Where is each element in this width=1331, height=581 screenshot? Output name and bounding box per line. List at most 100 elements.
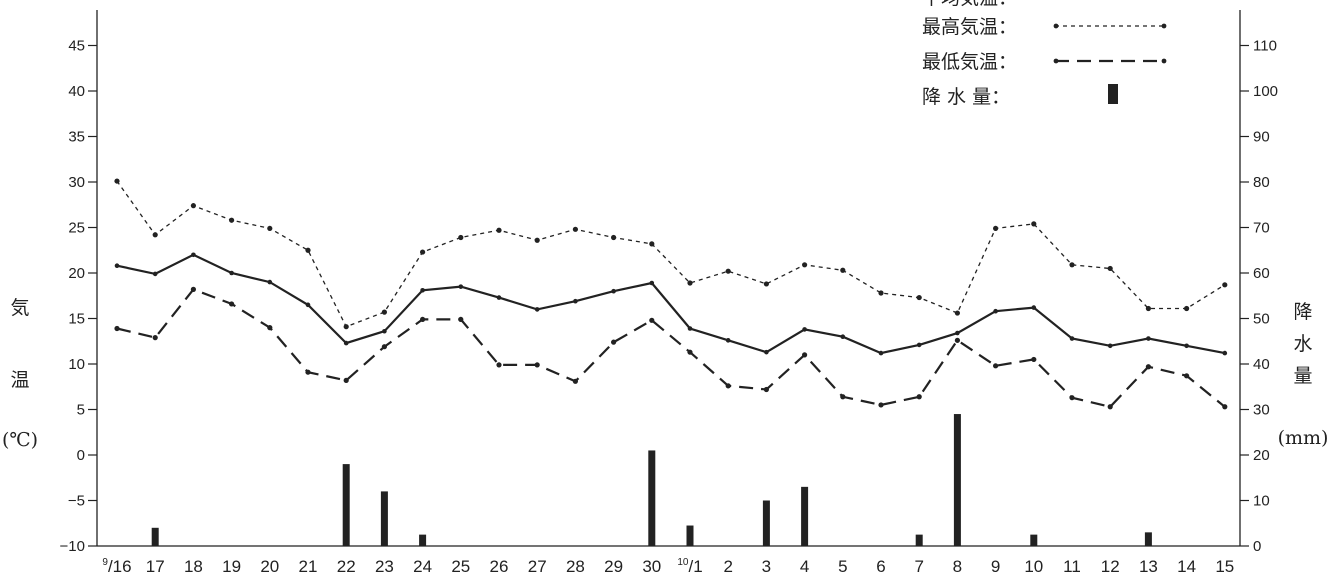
x-tick-label: 7 bbox=[914, 557, 923, 576]
data-point-dotted bbox=[381, 309, 387, 315]
x-tick-label: 3 bbox=[762, 557, 771, 576]
left-tick-label: 5 bbox=[77, 402, 85, 419]
data-point-dashed bbox=[878, 402, 884, 408]
right-tick-label: 20 bbox=[1253, 447, 1270, 464]
legend-label: 最高気温： bbox=[922, 16, 1017, 38]
data-point-dashed bbox=[420, 316, 426, 323]
left-tick-label: 45 bbox=[68, 38, 85, 55]
data-point-solid bbox=[191, 252, 196, 258]
right-axis-label-char: 水 bbox=[1293, 333, 1312, 355]
left-tick-label: 20 bbox=[68, 265, 85, 282]
precip-bar bbox=[151, 527, 159, 546]
data-point-solid bbox=[725, 338, 731, 343]
data-point-solid bbox=[496, 295, 502, 300]
data-point-dashed bbox=[840, 394, 846, 400]
data-point-dashed bbox=[229, 301, 235, 307]
precip-bar bbox=[762, 500, 770, 546]
x-tick-label: 10/1 bbox=[677, 557, 702, 576]
data-point-dashed bbox=[687, 349, 693, 355]
data-point-dashed bbox=[1031, 356, 1037, 363]
left-axis-label-char: 温 bbox=[10, 369, 29, 391]
data-point-solid bbox=[573, 298, 578, 304]
axis-labels: 気温 (℃) 降水量 (mm) bbox=[2, 297, 1328, 451]
data-point-solid bbox=[1107, 343, 1113, 349]
precip-bar bbox=[801, 486, 809, 546]
data-point-dotted bbox=[420, 249, 426, 255]
data-point-solid bbox=[458, 284, 464, 289]
x-tick-label: 26 bbox=[490, 557, 509, 576]
data-point-dashed bbox=[802, 352, 808, 358]
x-tick-label: 27 bbox=[528, 557, 547, 576]
right-tick-label: 10 bbox=[1253, 493, 1270, 510]
series-line-solid bbox=[116, 253, 1226, 355]
data-point-dashed bbox=[534, 362, 540, 368]
x-tick-label: 17 bbox=[146, 557, 165, 576]
data-point-dotted bbox=[649, 241, 655, 247]
precip-bar bbox=[648, 450, 656, 546]
data-point-solid bbox=[305, 302, 311, 308]
data-point-dashed bbox=[916, 394, 922, 400]
precip-bar bbox=[953, 414, 961, 546]
precip-bar bbox=[342, 464, 350, 546]
data-point-dotted bbox=[1069, 262, 1075, 268]
precip-bar bbox=[380, 491, 388, 546]
data-point-dashed bbox=[381, 344, 387, 350]
right-tick-label: 50 bbox=[1253, 311, 1270, 328]
data-point-dashed bbox=[114, 325, 120, 332]
data-point-dashed bbox=[1184, 373, 1190, 379]
data-point-dashed bbox=[649, 317, 655, 323]
data-point-solid bbox=[649, 280, 655, 286]
precip-bar bbox=[686, 525, 694, 546]
data-point-dotted bbox=[1107, 265, 1113, 272]
data-point-dotted bbox=[343, 324, 349, 330]
right-axis-label-char: 量 bbox=[1293, 365, 1312, 387]
right-tick-label: 100 bbox=[1253, 83, 1278, 100]
data-point-dashed bbox=[1145, 364, 1151, 370]
data-point-dotted bbox=[1031, 221, 1037, 227]
data-point-dotted bbox=[190, 203, 196, 209]
legend-swatch-dot bbox=[1053, 23, 1059, 29]
right-tick-label: 110 bbox=[1253, 38, 1277, 55]
data-point-dotted bbox=[1145, 305, 1151, 312]
data-point-dotted bbox=[152, 232, 158, 238]
x-tick-label: 15 bbox=[1215, 557, 1234, 576]
left-tick-label: 30 bbox=[68, 174, 85, 191]
data-point-dashed bbox=[954, 337, 961, 343]
right-tick-label: 60 bbox=[1253, 265, 1270, 282]
data-point-dashed bbox=[267, 325, 273, 331]
x-tick-label: 18 bbox=[184, 557, 203, 576]
data-point-dotted bbox=[840, 267, 846, 273]
data-point-dotted bbox=[1184, 305, 1190, 312]
x-tick-label: 13 bbox=[1139, 557, 1158, 576]
data-point-dashed bbox=[572, 378, 579, 384]
x-tick-label: 11 bbox=[1063, 557, 1081, 576]
data-point-solid bbox=[611, 288, 616, 294]
data-point-dashed bbox=[305, 369, 311, 375]
data-point-solid bbox=[534, 307, 540, 312]
data-point-dashed bbox=[725, 383, 731, 389]
right-tick-label: 0 bbox=[1253, 538, 1261, 555]
series-line-dashed bbox=[116, 288, 1226, 409]
x-tick-label: 5 bbox=[838, 557, 847, 576]
data-point-solid bbox=[1031, 305, 1037, 310]
data-point-dashed bbox=[763, 386, 770, 393]
data-point-dashed bbox=[152, 335, 158, 341]
left-tick-label: 25 bbox=[68, 220, 85, 237]
data-point-solid bbox=[420, 287, 425, 293]
legend-label: 最低気温： bbox=[922, 51, 1017, 73]
right-tick-label: 30 bbox=[1253, 402, 1270, 419]
data-point-dashed bbox=[611, 339, 617, 345]
precipitation-bars bbox=[151, 414, 1152, 546]
legend: 平均気温： 最高気温： 最低気温： 降 水 量： bbox=[922, 0, 1167, 108]
x-tick-label: 6 bbox=[876, 557, 885, 576]
data-point-dotted bbox=[687, 280, 693, 286]
data-point-dotted bbox=[114, 178, 120, 184]
data-point-dotted bbox=[878, 290, 884, 296]
data-point-dashed bbox=[458, 316, 464, 323]
x-tick-label: 9/16 bbox=[102, 557, 131, 576]
data-point-dotted bbox=[993, 225, 999, 232]
data-point-solid bbox=[114, 263, 120, 269]
precip-bar bbox=[915, 534, 923, 546]
x-tick-label: 24 bbox=[413, 557, 432, 576]
data-point-dotted bbox=[725, 268, 731, 274]
